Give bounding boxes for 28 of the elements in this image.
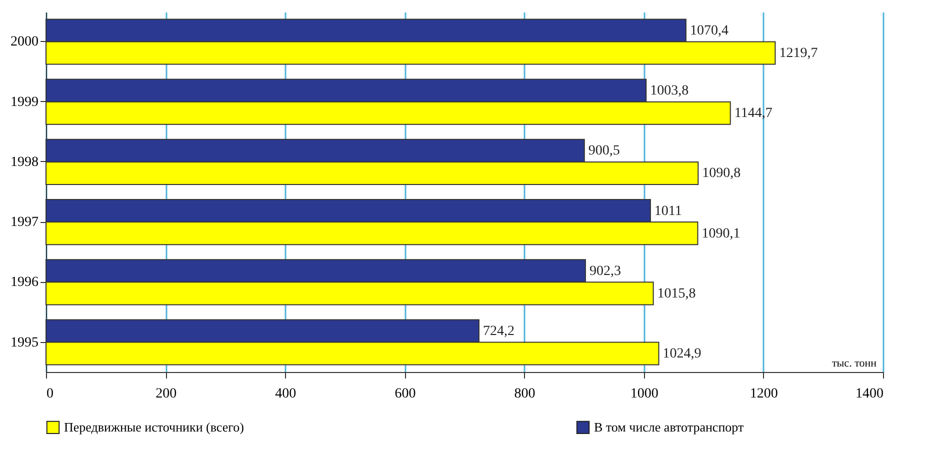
data-label: 1090,1	[702, 226, 740, 242]
x-tick-label: 600	[394, 386, 416, 402]
x-tick-label: 400	[275, 386, 296, 402]
x-tick-label: 200	[156, 386, 177, 402]
x-axis-title: тыс. тонн	[832, 358, 877, 370]
data-label: 1011	[654, 204, 682, 219]
x-tick-label: 1200	[750, 386, 778, 402]
data-label: 902,3	[589, 264, 621, 279]
legend-label: В том числе автотранспорт	[594, 419, 744, 434]
data-label: 1070,4	[690, 23, 728, 38]
legend-label: Передвижные источники (всего)	[64, 419, 244, 434]
y-tick-label: 2000	[10, 34, 38, 50]
data-label: 1015,8	[657, 286, 696, 302]
y-tick-label: 1996	[10, 275, 38, 290]
y-tick-label: 1995	[10, 335, 38, 350]
data-label: 1024,9	[662, 346, 702, 362]
y-tick-label: 1999	[10, 94, 38, 110]
data-label: 724,2	[482, 324, 514, 339]
data-label: 1219,7	[779, 46, 818, 62]
x-tick-label: 1400	[856, 386, 884, 402]
x-tick-label: 0	[46, 386, 54, 402]
x-tick-label: 1000	[630, 386, 658, 402]
data-label: 900,5	[588, 144, 620, 159]
data-label: 1090,8	[702, 166, 741, 182]
y-tick-label: 1998	[10, 154, 38, 170]
x-tick-label: 800	[514, 386, 536, 402]
data-label: 1003,8	[650, 84, 689, 99]
y-tick-label: 1997	[10, 215, 38, 230]
